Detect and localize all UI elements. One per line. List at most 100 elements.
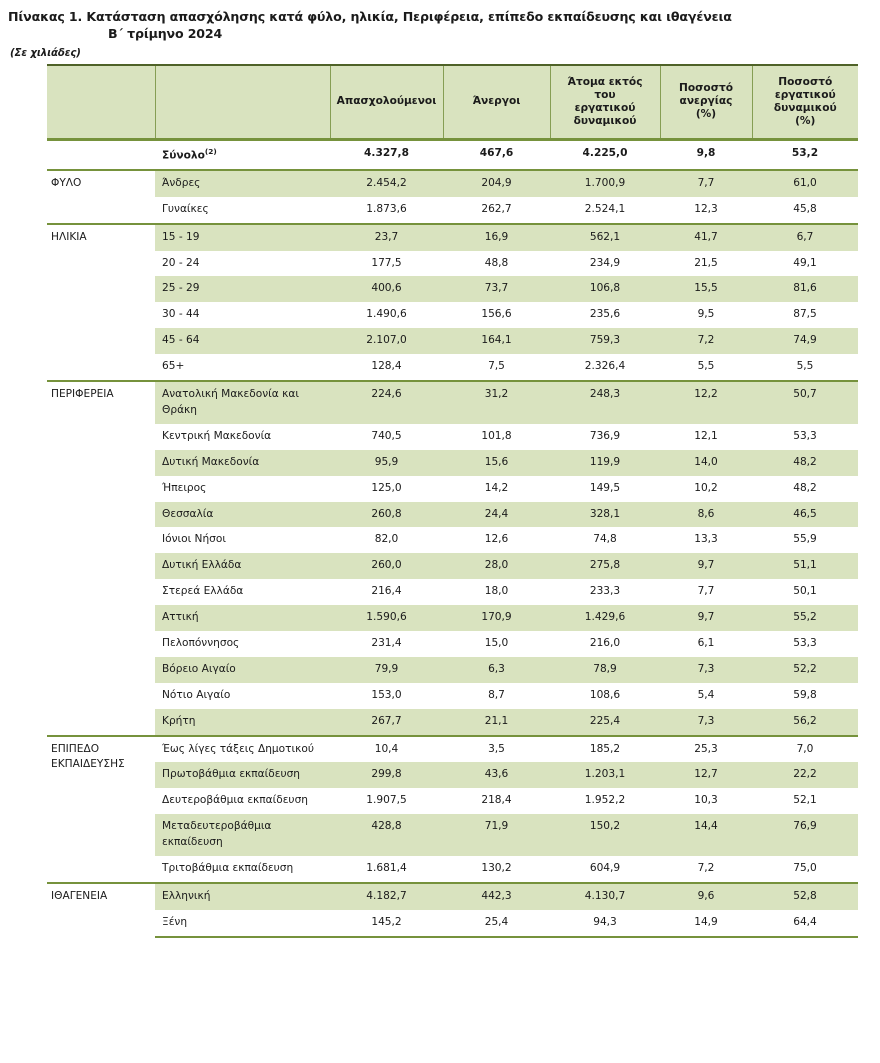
cell-unemployed: 170,9 [443,605,550,631]
cell-employed: 267,7 [330,708,443,736]
cell-unemployed: 442,3 [443,881,550,910]
cell-unemployment-rate: 10,3 [694,794,718,807]
table-row: Δευτεροβάθμια εκπαίδευση 1.907,5 218,4 1.95… [47,788,858,814]
cell-unemployed: 14,2 [484,481,509,494]
cell-activity-rate: 45,8 [793,202,817,215]
cell-unemployed: 12,6 [484,533,509,546]
cell-employed: 2.454,2 [330,168,443,197]
table-row: Μεταδευτεροβάθμια εκπαίδευση 428,8 71,9 150… [47,814,858,856]
cell-activity-rate: 81,6 [752,276,858,303]
cell-outside-labour-force: 759,3 [550,328,660,355]
cell-employed: 95,9 [330,449,443,476]
cell-unemployment-rate: 12,1 [694,429,718,442]
row-item-label: Ήπειρος [162,481,207,494]
cell-outside-labour-force: 4.225,0 [582,146,628,159]
row-category-label: ΠΕΡΙΦΕΡΕΙΑ [47,380,155,736]
header-row: Απασχολούμενοι Άνεργοι Άτομα εκτός του ε… [47,65,858,139]
cell-activity-rate: 75,0 [793,861,817,874]
cell-unemployed: 16,9 [443,222,550,251]
cell-outside-labour-force: 1.952,2 [584,794,626,807]
row-item-label: 15 - 19 [155,222,330,251]
header-outside-labour-force: Άτομα εκτός του εργατικού δυναμικού [549,65,661,139]
table-row: ΠΕΡΙΦΕΡΕΙΑ Ανατολική Μακεδονία και Θράκη 2… [47,380,858,736]
cell-unemployment-rate: 12,2 [660,380,752,424]
row-item-label: 25 - 29 [155,276,330,303]
row-item-label: Δευτεροβάθμια εκπαίδευση [162,794,308,807]
cell-unemployed: 28,0 [443,553,550,580]
row-item-label: Ξένη [155,909,330,938]
row-item-label: 45 - 64 [155,328,330,355]
row-item-label: Άνδρες [155,168,330,197]
cell-employed: 260,0 [330,553,443,580]
row-item-label: 30 - 44 [162,308,200,321]
cell-unemployment-rate: 10,2 [694,481,718,494]
cell-unemployed: 7,5 [488,360,505,373]
cell-unemployment-rate: 21,5 [694,256,718,269]
cell-outside-labour-force: 275,8 [550,553,660,580]
cell-unemployed: 8,7 [488,688,505,701]
cell-unemployment-rate: 8,6 [660,501,752,528]
cell-unemployment-rate: 13,3 [694,533,718,546]
cell-unemployed: 156,6 [481,308,512,321]
row-item-label: 20 - 24 [162,256,200,269]
cell-activity-rate: 50,7 [752,380,858,424]
cell-employed: 4.182,7 [330,881,443,910]
cell-unemployed: 218,4 [481,794,512,807]
cell-activity-rate: 46,5 [752,501,858,528]
table-row: ΙΘΑΓΕΝΕΙΑ Ελληνική 4.182,7 442,3 4.130,7 9,6 5… [47,881,858,937]
row-item-label: Γυναίκες [162,202,209,215]
cell-unemployment-rate: 15,5 [660,276,752,303]
cell-unemployment-rate: 14,9 [660,909,752,938]
cell-unemployment-rate: 25,3 [660,734,752,763]
table-row: ΗΛΙΚΙΑ 15 - 19 23,7 16,9 562,1 41,7 6,7 [47,222,858,382]
cell-unemployment-rate: 14,4 [660,814,752,856]
header-unemployed-line-1: Άνεργοι [472,95,521,108]
header-unemployment-rate: Ποσοστό ανεργίας (%) [659,65,753,139]
row-item-label: Ελληνική [155,881,330,910]
cell-employed: 1.590,6 [330,605,443,631]
cell-activity-rate: 76,9 [752,814,858,856]
table-row: Ιόνιοι Νήσοι 82,0 12,6 74,8 13,3 55,9 [47,527,858,553]
header-arate-line-4: (%) [795,114,816,127]
table-body: Σύνολο(2) 4.327,8 467,6 4.225,0 9,8 53,2 ΦΥΛΟ Ά… [47,139,858,938]
row-category-label: ΦΥΛΟ [47,168,155,224]
cell-unemployment-rate: 12,3 [694,202,718,215]
cell-activity-rate: 52,2 [752,656,858,683]
cell-activity-rate: 53,3 [793,429,817,442]
cell-unemployed: 73,7 [443,276,550,303]
cell-employed: 299,8 [330,762,443,789]
cell-outside-labour-force: 185,2 [550,734,660,763]
header-urate-line-3: (%) [695,108,717,121]
header-category-blank [47,65,156,139]
cell-activity-rate: 52,8 [752,881,858,910]
table-row: Ξένη 145,2 25,4 94,3 14,9 64,4 [47,909,858,938]
cell-unemployed: 18,0 [484,585,509,598]
table-row: Πελοπόννησος 231,4 15,0 216,0 6,1 53,3 [47,631,858,657]
table-row: Ήπειρος 125,0 14,2 149,5 10,2 48,2 [47,476,858,502]
cell-activity-rate: 22,2 [752,762,858,789]
cell-employed: 125,0 [371,481,402,494]
row-item-label: Θεσσαλία [155,501,330,528]
cell-outside-labour-force: 233,3 [589,585,621,598]
cell-outside-labour-force: 74,8 [593,533,617,546]
cell-unemployment-rate: 7,2 [660,328,752,355]
cell-activity-rate: 53,3 [793,636,817,649]
row-item-label: Ιόνιοι Νήσοι [162,533,226,546]
cell-outside-labour-force: 94,3 [550,909,660,938]
cell-employed: 4.327,8 [364,146,409,159]
header-item-blank [154,65,331,139]
cell-unemployment-rate: 7,3 [660,656,752,683]
cell-outside-labour-force: 225,4 [550,708,660,736]
cell-activity-rate: 61,0 [752,168,858,197]
cell-unemployment-rate: 9,7 [660,553,752,580]
cell-unemployed: 25,4 [443,909,550,938]
cell-employed: 740,5 [371,429,402,442]
cell-activity-rate: 64,4 [752,909,858,938]
cell-outside-labour-force: 328,1 [550,501,660,528]
row-item-label: Τριτοβάθμια εκπαίδευση [162,861,294,874]
cell-activity-rate: 49,1 [793,256,817,269]
cell-employed: 177,5 [371,256,402,269]
cell-unemployment-rate: 12,7 [660,762,752,789]
row-item-text: Σύνολο [162,149,205,162]
table-row: Τριτοβάθμια εκπαίδευση 1.681,4 130,2 604,9 7… [47,856,858,883]
